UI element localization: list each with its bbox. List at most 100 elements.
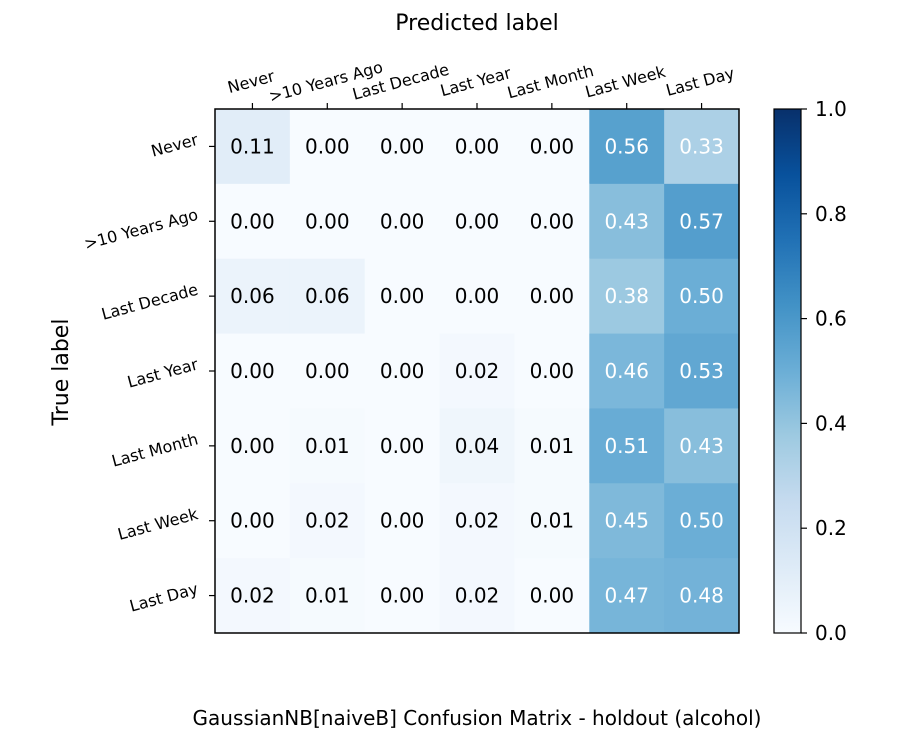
cell-value-label: 0.00 bbox=[230, 359, 275, 383]
cell-value-label: 0.11 bbox=[230, 134, 275, 158]
heatmap-cell bbox=[364, 483, 441, 559]
cell-value-label: 0.01 bbox=[530, 509, 575, 533]
cell-value-label: 0.00 bbox=[530, 584, 575, 608]
cell-value-label: 0.01 bbox=[305, 584, 350, 608]
heatmap-cell bbox=[589, 483, 665, 559]
cell-value-label: 0.02 bbox=[455, 509, 500, 533]
cell-value-label: 0.00 bbox=[380, 284, 425, 308]
heatmap-cell bbox=[439, 558, 515, 634]
cell-value-label: 0.00 bbox=[455, 134, 500, 158]
chart-caption: GaussianNB[naiveB] Confusion Matrix - ho… bbox=[193, 706, 762, 730]
heatmap-cell bbox=[589, 333, 665, 409]
heatmap-cell bbox=[664, 558, 740, 634]
y-axis-label: True label bbox=[49, 319, 74, 427]
cell-value-label: 0.00 bbox=[380, 359, 425, 383]
heatmap-cell bbox=[514, 183, 590, 260]
cell-value-label: 0.51 bbox=[604, 434, 649, 458]
heatmap-cell bbox=[589, 109, 665, 185]
cell-value-label: 0.43 bbox=[604, 209, 649, 233]
heatmap-cell bbox=[514, 483, 590, 559]
cell-value-label: 0.02 bbox=[230, 584, 275, 608]
colorbar-tick-label: 1.0 bbox=[815, 97, 847, 121]
x-axis-label: Predicted label bbox=[395, 11, 558, 36]
cell-value-label: 0.00 bbox=[305, 209, 350, 233]
x-tick-label: Last Week bbox=[583, 62, 668, 102]
heatmap-cell bbox=[439, 483, 515, 559]
heatmap-cell bbox=[289, 333, 366, 409]
y-tick-label: Last Year bbox=[125, 354, 200, 391]
heatmap-cell bbox=[514, 258, 590, 335]
cell-value-label: 0.00 bbox=[380, 209, 425, 233]
heatmap-cell bbox=[364, 258, 441, 335]
cell-value-label: 0.04 bbox=[455, 434, 500, 458]
heatmap-cell bbox=[289, 183, 366, 260]
cell-value-label: 0.00 bbox=[305, 134, 350, 158]
heatmap-cell bbox=[215, 483, 291, 559]
cell-value-label: 0.00 bbox=[455, 209, 500, 233]
heatmap-cell bbox=[215, 333, 291, 409]
cell-value-label: 0.00 bbox=[455, 284, 500, 308]
cell-value-label: 0.57 bbox=[679, 209, 724, 233]
cell-value-label: 0.38 bbox=[604, 284, 649, 308]
cell-value-label: 0.56 bbox=[604, 134, 649, 158]
cell-value-label: 0.01 bbox=[530, 434, 575, 458]
cell-value-label: 0.00 bbox=[530, 359, 575, 383]
cell-value-label: 0.02 bbox=[455, 584, 500, 608]
cell-value-label: 0.00 bbox=[230, 509, 275, 533]
heatmap-cell-labels: 0.11 0.00 0.00 0.00 0.00 0.56 0.33 0.00 0.00 0.00… bbox=[230, 134, 724, 607]
heatmap-cell bbox=[215, 183, 291, 260]
heatmap-cell bbox=[589, 258, 665, 335]
heatmap-cell bbox=[439, 183, 515, 260]
colorbar-tick-label: 0.6 bbox=[815, 307, 847, 331]
heatmap-cell bbox=[289, 558, 366, 634]
heatmap-cell bbox=[215, 408, 291, 484]
cell-value-label: 0.46 bbox=[604, 359, 649, 383]
cell-value-label: 0.53 bbox=[679, 359, 724, 383]
heatmap-cell bbox=[514, 333, 590, 409]
heatmap-cell bbox=[289, 258, 366, 335]
heatmap-cell bbox=[664, 333, 740, 409]
heatmap-cell bbox=[439, 333, 515, 409]
cell-value-label: 0.00 bbox=[380, 434, 425, 458]
heatmap-cell bbox=[589, 183, 665, 260]
cell-value-label: 0.50 bbox=[679, 284, 724, 308]
colorbar-ticks: 0.0 0.2 0.4 0.6 0.8 1.0 bbox=[801, 97, 847, 645]
colorbar-tick-label: 0.8 bbox=[815, 202, 847, 226]
cell-value-label: 0.06 bbox=[305, 284, 350, 308]
colorbar-gradient bbox=[773, 108, 802, 634]
y-tick-label: Never bbox=[149, 130, 200, 161]
cell-value-label: 0.00 bbox=[230, 209, 275, 233]
cell-value-label: 0.02 bbox=[305, 509, 350, 533]
cell-value-label: 0.01 bbox=[305, 434, 350, 458]
colorbar-tick-label: 0.4 bbox=[815, 411, 847, 435]
y-tick-label: Last Day bbox=[127, 579, 200, 615]
heatmap-cell bbox=[514, 408, 590, 484]
heatmap-cell bbox=[589, 558, 665, 634]
heatmap-cell bbox=[364, 183, 441, 260]
heatmap-cell bbox=[664, 183, 740, 260]
y-tick-label: Last Decade bbox=[99, 280, 200, 324]
cell-value-label: 0.50 bbox=[679, 509, 724, 533]
heatmap-cell bbox=[439, 258, 515, 335]
heatmap-cell bbox=[215, 558, 291, 634]
heatmap-cell bbox=[364, 408, 441, 484]
cell-value-label: 0.00 bbox=[530, 209, 575, 233]
heatmap-cell bbox=[664, 408, 740, 484]
cell-value-label: 0.00 bbox=[380, 134, 425, 158]
heatmap-cell bbox=[514, 558, 590, 634]
heatmap-cell bbox=[589, 408, 665, 484]
y-tick-label: Last Month bbox=[110, 429, 200, 470]
x-tick-label: Last Day bbox=[664, 63, 737, 99]
cell-value-label: 0.00 bbox=[530, 284, 575, 308]
cell-value-label: 0.33 bbox=[679, 134, 724, 158]
heatmap-cell bbox=[364, 333, 441, 409]
heatmap-cell bbox=[289, 408, 366, 484]
x-tick-label: Last Year bbox=[438, 63, 513, 100]
cell-value-label: 0.48 bbox=[679, 584, 724, 608]
cell-value-label: 0.00 bbox=[380, 584, 425, 608]
y-axis-ticks: Never >10 Years Ago Last Decade Last Year La… bbox=[82, 130, 215, 616]
heatmap-cell bbox=[364, 109, 441, 185]
heatmap-cell bbox=[664, 483, 740, 559]
heatmap-cells bbox=[215, 109, 740, 634]
